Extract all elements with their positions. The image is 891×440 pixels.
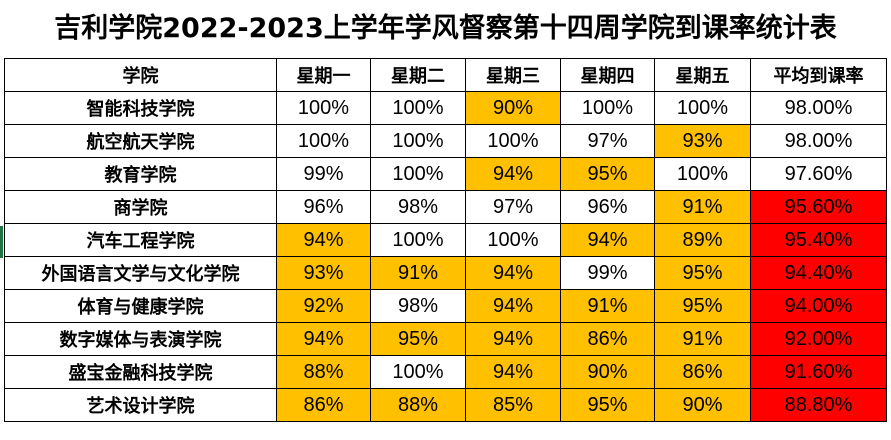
wednesday-rate-cell: 94% [465, 355, 561, 389]
average-rate-cell: 97.60% [750, 157, 887, 191]
table-row: 教育学院 99% 100% 94% 95% 100% 97.60% [4, 157, 887, 191]
average-rate-cell: 88.80% [750, 388, 887, 422]
friday-rate-cell: 100% [654, 91, 751, 125]
thursday-rate-cell: 96% [560, 190, 655, 224]
friday-rate-cell: 93% [654, 124, 751, 158]
thursday-rate-cell: 91% [560, 289, 655, 323]
college-name-cell: 数字媒体与表演学院 [4, 322, 277, 356]
average-rate-cell: 98.00% [750, 124, 887, 158]
college-name-cell: 商学院 [4, 190, 277, 224]
thursday-rate-cell: 86% [560, 322, 655, 356]
page-title: 吉利学院2022-2023上学年学风督察第十四周学院到课率统计表 [54, 13, 837, 44]
wednesday-rate-cell: 85% [465, 388, 561, 422]
friday-rate-cell: 95% [654, 256, 751, 290]
table-row: 体育与健康学院 92% 98% 94% 91% 95% 94.00% [4, 289, 887, 323]
table-row: 数字媒体与表演学院 94% 95% 94% 86% 91% 92.00% [4, 322, 887, 356]
monday-rate-cell: 100% [276, 124, 371, 158]
attendance-table: 学院 星期一 星期二 星期三 星期四 星期五 平均到课率 智能科技学院 100% 1… [4, 58, 887, 422]
monday-rate-cell: 99% [276, 157, 371, 191]
table-row: 汽车工程学院 94% 100% 100% 94% 89% 95.40% [4, 223, 887, 257]
tuesday-rate-cell: 100% [370, 91, 466, 125]
header-college: 学院 [4, 58, 277, 92]
monday-rate-cell: 86% [276, 388, 371, 422]
average-rate-cell: 95.60% [750, 190, 887, 224]
average-rate-cell: 98.00% [750, 91, 887, 125]
tuesday-rate-cell: 98% [370, 289, 466, 323]
thursday-rate-cell: 97% [560, 124, 655, 158]
table-row: 智能科技学院 100% 100% 90% 100% 100% 98.00% [4, 91, 887, 125]
wednesday-rate-cell: 100% [465, 223, 561, 257]
table-row: 外国语言文学与文化学院 93% 91% 94% 99% 95% 94.40% [4, 256, 887, 290]
wednesday-rate-cell: 94% [465, 157, 561, 191]
row-selection-marker [0, 226, 3, 258]
table-row: 盛宝金融科技学院 88% 100% 94% 90% 86% 91.60% [4, 355, 887, 389]
wednesday-rate-cell: 94% [465, 322, 561, 356]
thursday-rate-cell: 94% [560, 223, 655, 257]
college-name-cell: 航空航天学院 [4, 124, 277, 158]
monday-rate-cell: 96% [276, 190, 371, 224]
thursday-rate-cell: 100% [560, 91, 655, 125]
tuesday-rate-cell: 100% [370, 157, 466, 191]
tuesday-rate-cell: 95% [370, 322, 466, 356]
table-row: 商学院 96% 98% 97% 96% 91% 95.60% [4, 190, 887, 224]
college-name-cell: 体育与健康学院 [4, 289, 277, 323]
tuesday-rate-cell: 88% [370, 388, 466, 422]
header-row: 学院 星期一 星期二 星期三 星期四 星期五 平均到课率 [4, 58, 887, 92]
header-friday: 星期五 [654, 58, 751, 92]
average-rate-cell: 94.00% [750, 289, 887, 323]
friday-rate-cell: 95% [654, 289, 751, 323]
monday-rate-cell: 94% [276, 322, 371, 356]
wednesday-rate-cell: 90% [465, 91, 561, 125]
friday-rate-cell: 86% [654, 355, 751, 389]
friday-rate-cell: 89% [654, 223, 751, 257]
tuesday-rate-cell: 91% [370, 256, 466, 290]
friday-rate-cell: 100% [654, 157, 751, 191]
monday-rate-cell: 100% [276, 91, 371, 125]
monday-rate-cell: 88% [276, 355, 371, 389]
friday-rate-cell: 90% [654, 388, 751, 422]
header-average: 平均到课率 [750, 58, 887, 92]
college-name-cell: 教育学院 [4, 157, 277, 191]
header-tuesday: 星期二 [370, 58, 466, 92]
average-rate-cell: 91.60% [750, 355, 887, 389]
friday-rate-cell: 91% [654, 322, 751, 356]
table-row: 航空航天学院 100% 100% 100% 97% 93% 98.00% [4, 124, 887, 158]
tuesday-rate-cell: 100% [370, 223, 466, 257]
wednesday-rate-cell: 94% [465, 256, 561, 290]
header-monday: 星期一 [276, 58, 371, 92]
average-rate-cell: 94.40% [750, 256, 887, 290]
college-name-cell: 汽车工程学院 [4, 223, 277, 257]
thursday-rate-cell: 95% [560, 388, 655, 422]
college-name-cell: 外国语言文学与文化学院 [4, 256, 277, 290]
college-name-cell: 艺术设计学院 [4, 388, 277, 422]
average-rate-cell: 95.40% [750, 223, 887, 257]
header-thursday: 星期四 [560, 58, 655, 92]
thursday-rate-cell: 90% [560, 355, 655, 389]
college-name-cell: 智能科技学院 [4, 91, 277, 125]
wednesday-rate-cell: 97% [465, 190, 561, 224]
tuesday-rate-cell: 98% [370, 190, 466, 224]
wednesday-rate-cell: 100% [465, 124, 561, 158]
college-name-cell: 盛宝金融科技学院 [4, 355, 277, 389]
thursday-rate-cell: 99% [560, 256, 655, 290]
tuesday-rate-cell: 100% [370, 355, 466, 389]
tuesday-rate-cell: 100% [370, 124, 466, 158]
wednesday-rate-cell: 94% [465, 289, 561, 323]
header-wednesday: 星期三 [465, 58, 561, 92]
average-rate-cell: 92.00% [750, 322, 887, 356]
thursday-rate-cell: 95% [560, 157, 655, 191]
monday-rate-cell: 93% [276, 256, 371, 290]
friday-rate-cell: 91% [654, 190, 751, 224]
table-row: 艺术设计学院 86% 88% 85% 95% 90% 88.80% [4, 388, 887, 422]
monday-rate-cell: 94% [276, 223, 371, 257]
monday-rate-cell: 92% [276, 289, 371, 323]
